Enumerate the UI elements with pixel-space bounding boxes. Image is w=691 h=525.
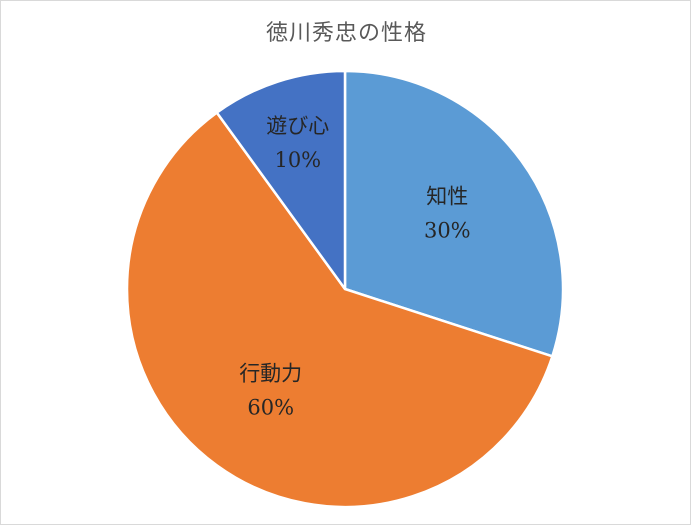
slice-category-label-2: 遊び心 [266, 114, 329, 138]
slice-category-label-1: 行動力 [239, 361, 302, 385]
pie-slice-2 [215, 69, 347, 291]
slice-value-label-1: 60% [247, 395, 294, 419]
pie-slice-1 [125, 111, 554, 509]
slice-value-label-2: 10% [274, 148, 321, 172]
slice-category-label-0: 知性 [426, 185, 468, 209]
pie-slice-0 [343, 69, 565, 358]
slice-value-label-0: 30% [424, 219, 471, 243]
chart-title: 徳川秀忠の性格 [265, 21, 427, 46]
